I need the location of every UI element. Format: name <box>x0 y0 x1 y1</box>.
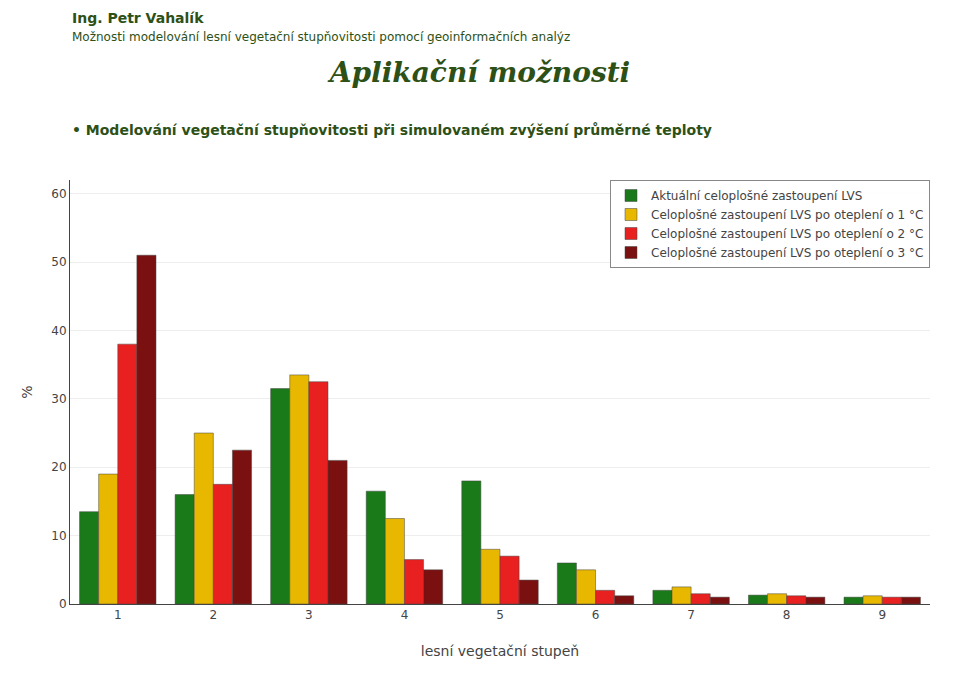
svg-text:lesní vegetační stupeň: lesní vegetační stupeň <box>421 643 579 659</box>
svg-text:Celoplošné zastoupení LVS po o: Celoplošné zastoupení LVS po oteplení o … <box>651 208 923 222</box>
svg-text:30: 30 <box>51 392 66 406</box>
svg-text:10: 10 <box>51 529 66 543</box>
svg-text:8: 8 <box>783 608 791 622</box>
svg-text:5: 5 <box>496 608 504 622</box>
svg-text:1: 1 <box>114 608 122 622</box>
svg-text:60: 60 <box>51 187 66 201</box>
svg-text:Možnosti modelování lesní vege: Možnosti modelování lesní vegetační stup… <box>72 30 570 44</box>
svg-text:3: 3 <box>305 608 313 622</box>
svg-text:9: 9 <box>878 608 886 622</box>
svg-text:6: 6 <box>592 608 600 622</box>
svg-text:4: 4 <box>401 608 409 622</box>
svg-text:Ing. Petr Vahalík: Ing. Petr Vahalík <box>72 10 204 26</box>
svg-text:7: 7 <box>687 608 695 622</box>
svg-text:Celoplošné zastoupení LVS po o: Celoplošné zastoupení LVS po oteplení o … <box>651 227 923 241</box>
svg-text:Aktuální celoplošné zastoupení: Aktuální celoplošné zastoupení LVS <box>651 189 862 203</box>
svg-text:• Modelování vegetační stupňov: • Modelování vegetační stupňovitosti při… <box>72 122 712 138</box>
svg-text:20: 20 <box>51 460 66 474</box>
svg-text:0: 0 <box>59 597 67 611</box>
svg-text:50: 50 <box>51 255 66 269</box>
svg-text:2: 2 <box>210 608 218 622</box>
svg-text:Aplikační možnosti: Aplikační možnosti <box>327 56 630 89</box>
svg-text:40: 40 <box>51 324 66 338</box>
svg-text:Celoplošné zastoupení LVS po o: Celoplošné zastoupení LVS po oteplení o … <box>651 246 923 260</box>
svg-text:%: % <box>19 385 35 398</box>
